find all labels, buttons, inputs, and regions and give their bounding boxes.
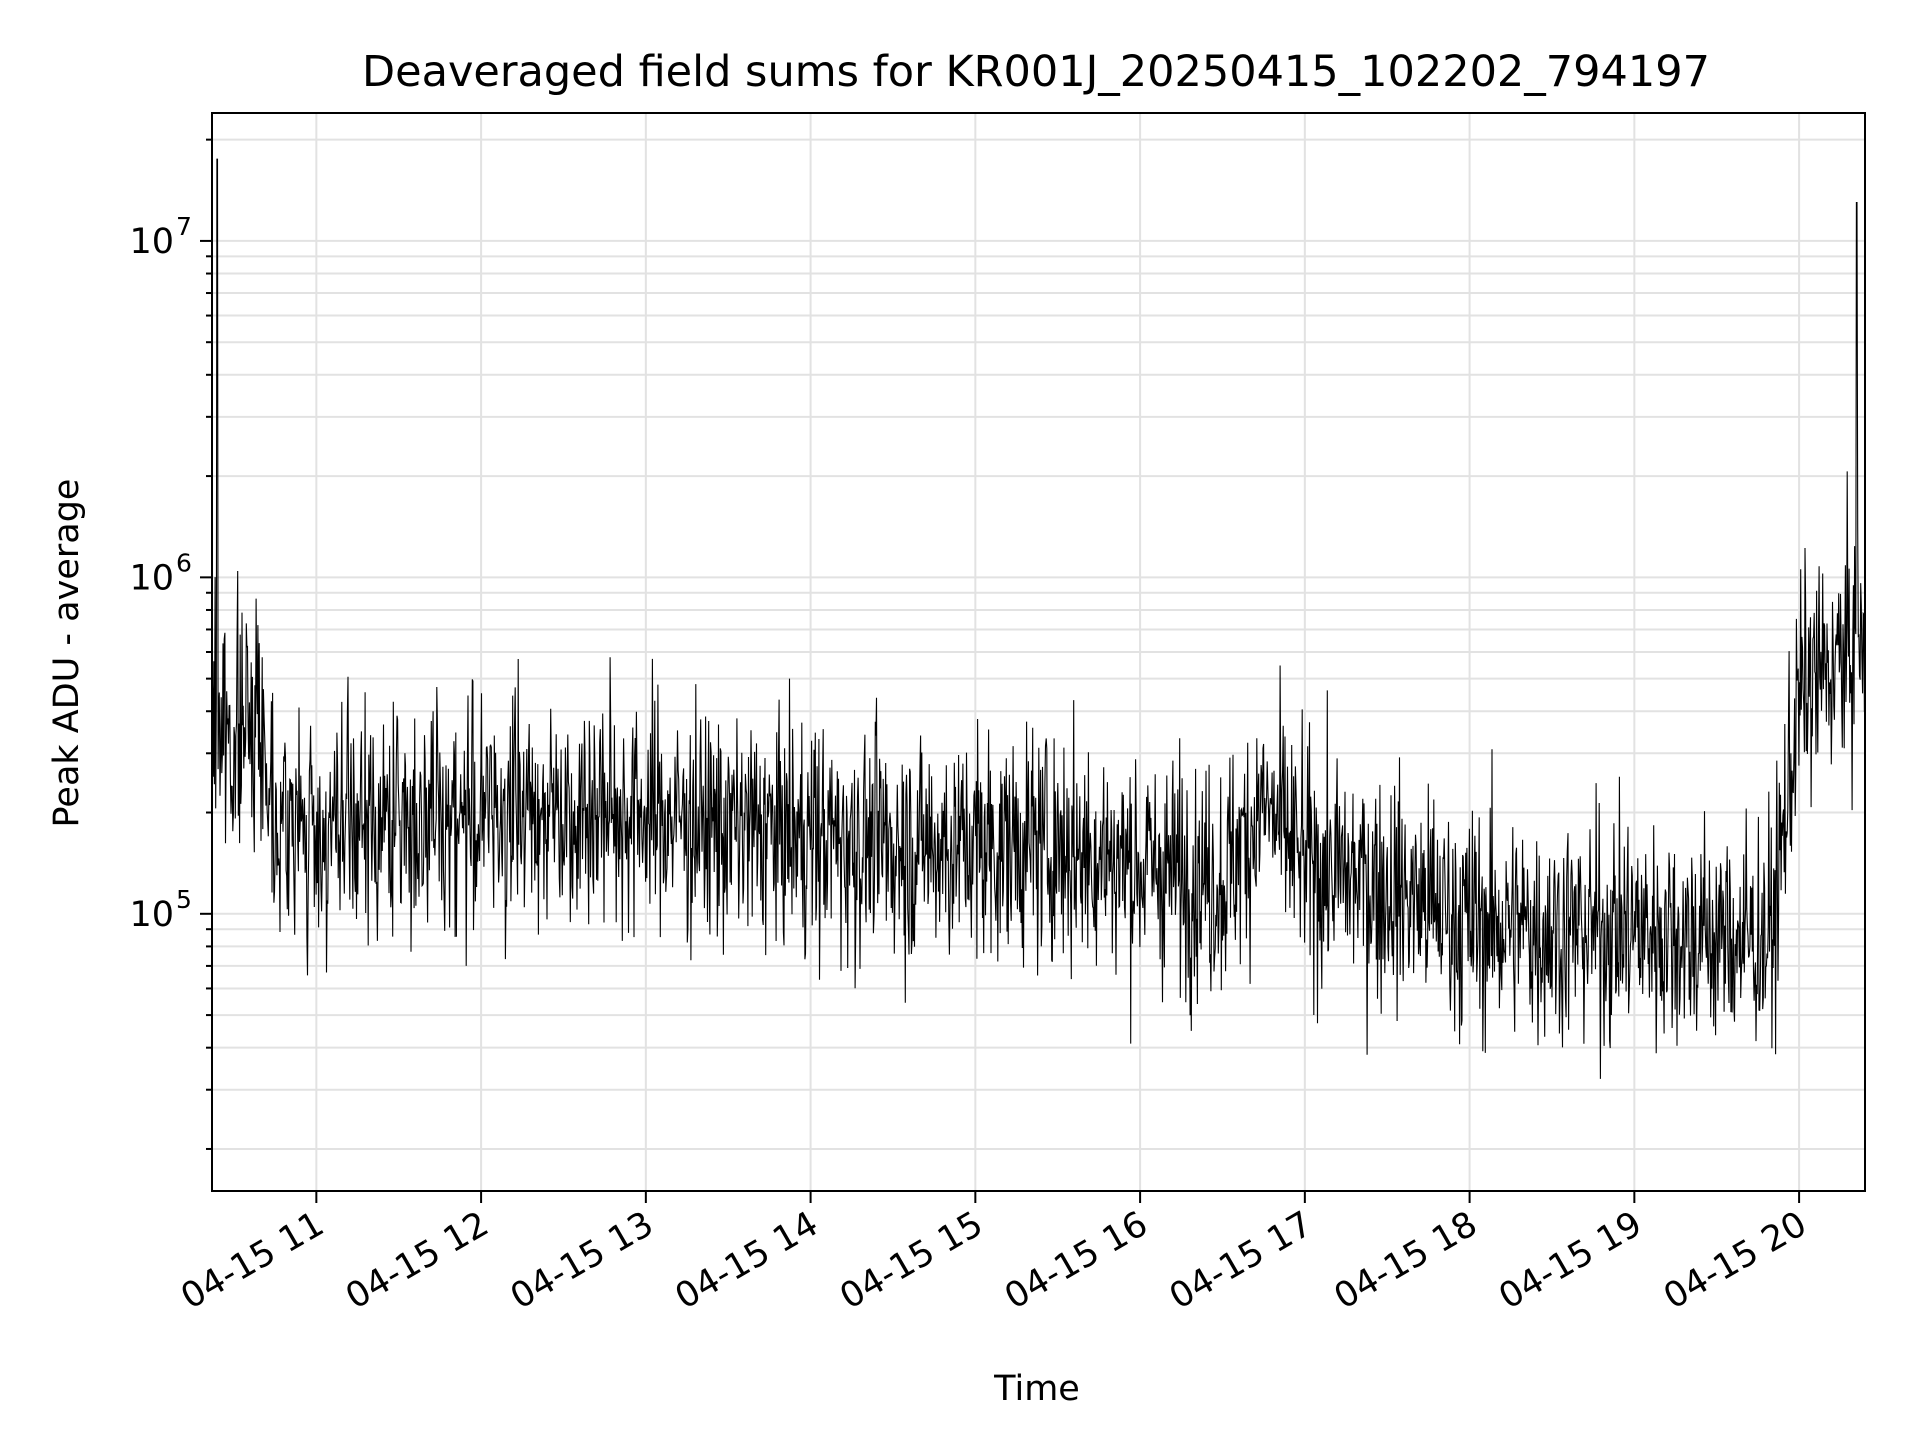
series-line — [211, 158, 1866, 1079]
x-tick-label: 04-15 18 — [1328, 1204, 1484, 1317]
chart-title: Deaveraged field sums for KR001J_2025041… — [362, 47, 1710, 97]
x-axis: 04-15 11 04-15 12 04-15 13 04-15 14 04-15 15… — [175, 1191, 1814, 1317]
y-tick-label: 10 — [129, 222, 174, 262]
y-axis-label: Peak ADU - average — [47, 479, 87, 828]
x-tick-label: 04-15 20 — [1657, 1204, 1813, 1317]
x-tick-label: 04-15 15 — [834, 1204, 990, 1317]
x-tick-label: 04-15 14 — [669, 1204, 825, 1317]
x-tick-label: 04-15 12 — [339, 1204, 495, 1317]
y-tick-label: 10 — [129, 558, 174, 598]
x-tick-label: 04-15 16 — [998, 1204, 1154, 1317]
x-tick-label: 04-15 19 — [1493, 1204, 1649, 1317]
x-axis-label: Time — [993, 1369, 1080, 1409]
grid — [212, 113, 1865, 1191]
y-tick-label: 10 — [129, 895, 174, 935]
y-tick-label-exponent: 6 — [176, 548, 192, 577]
x-tick-label: 04-15 17 — [1163, 1204, 1319, 1317]
x-tick-label: 04-15 11 — [175, 1204, 331, 1317]
y-tick-label-exponent: 5 — [176, 885, 192, 914]
y-tick-label-exponent: 7 — [176, 212, 192, 241]
series-layer — [211, 158, 1866, 1079]
x-tick-label: 04-15 13 — [504, 1204, 660, 1317]
